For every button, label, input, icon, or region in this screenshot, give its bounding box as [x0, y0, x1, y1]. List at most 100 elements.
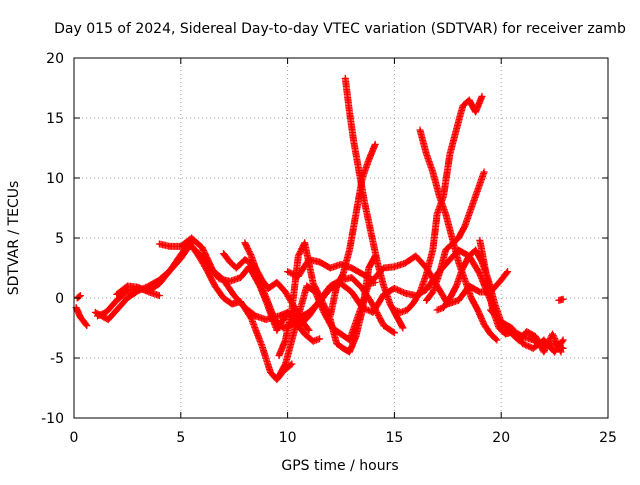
data-point: [94, 311, 97, 314]
data-point: [455, 128, 458, 132]
x-axis-label: GPS time / hours: [281, 458, 398, 474]
data-point: [339, 263, 343, 266]
data-point: [470, 296, 473, 300]
y-tick-label: 0: [55, 291, 64, 307]
data-point: [448, 296, 452, 300]
data-point: [286, 270, 289, 273]
data-point: [341, 272, 345, 276]
data-point: [399, 311, 403, 314]
data-point: [418, 128, 422, 132]
data-point: [474, 110, 477, 114]
series-sat-o: [341, 74, 407, 332]
data-point: [218, 277, 221, 280]
data-point: [239, 276, 242, 279]
data-point: [553, 350, 556, 354]
data-point: [301, 320, 304, 324]
data-point: [329, 314, 332, 318]
data-point: [275, 281, 279, 284]
data-point: [393, 287, 396, 290]
data-point: [260, 344, 264, 348]
data-point: [352, 140, 356, 144]
series-sat-p: [390, 92, 486, 316]
data-point: [363, 200, 366, 204]
data-point: [438, 272, 441, 276]
data-point: [273, 318, 276, 321]
data-point: [369, 230, 373, 234]
data-point: [290, 308, 294, 312]
data-point: [228, 260, 232, 264]
data-point: [190, 236, 193, 240]
data-point: [489, 308, 492, 312]
data-point: [74, 306, 78, 309]
data-point: [463, 224, 467, 228]
data-point: [354, 335, 358, 338]
data-point: [403, 262, 407, 265]
data-point: [106, 318, 110, 321]
data-point: [297, 254, 300, 258]
series-sat-e: [113, 282, 163, 300]
data-point: [388, 302, 392, 306]
data-point: [96, 314, 99, 318]
data-point: [406, 308, 409, 312]
data-point: [250, 254, 253, 258]
data-point: [222, 296, 225, 300]
data-point: [450, 242, 454, 246]
data-point: [335, 284, 338, 288]
data-point: [318, 337, 321, 340]
y-tick-label: 5: [55, 231, 64, 247]
y-tick-label: 10: [46, 171, 64, 187]
data-point: [425, 272, 428, 276]
data-point: [126, 296, 129, 300]
data-point: [269, 371, 272, 374]
series-sat-n: [326, 140, 379, 320]
data-point: [243, 241, 247, 244]
data-point: [348, 248, 351, 252]
data-point: [470, 206, 473, 210]
data-point: [444, 248, 447, 252]
data-point: [277, 354, 281, 357]
data-point: [115, 299, 118, 302]
data-point: [339, 332, 343, 336]
data-point: [284, 362, 287, 366]
data-point: [431, 290, 435, 294]
data-point: [344, 77, 347, 80]
data-point: [480, 95, 484, 98]
data-point: [307, 311, 311, 314]
data-point: [158, 282, 161, 285]
data-point: [418, 290, 422, 294]
data-point: [557, 299, 561, 302]
data-point: [115, 293, 118, 296]
data-marks: [555, 295, 567, 304]
data-point: [532, 347, 535, 350]
data-layer: [72, 74, 567, 384]
data-point: [284, 338, 287, 342]
series-sat-r: [422, 168, 488, 304]
data-point: [318, 260, 321, 264]
data-marks: [73, 292, 84, 302]
data-point: [450, 236, 454, 240]
data-point: [561, 298, 565, 301]
data-point: [373, 281, 377, 284]
data-point: [482, 170, 486, 174]
data-point: [395, 314, 398, 318]
data-point: [371, 311, 375, 314]
data-point: [312, 282, 315, 285]
series-sat-a: [72, 304, 91, 330]
data-point: [275, 378, 279, 381]
data-point: [431, 248, 435, 252]
data-point: [303, 332, 306, 336]
data-point: [482, 323, 486, 326]
data-point: [457, 260, 460, 264]
data-point: [297, 314, 300, 318]
x-tick-label: 20: [492, 430, 510, 446]
data-point: [461, 104, 464, 108]
chart-title: Day 015 of 2024, Sidereal Day-to-day VTE…: [54, 21, 626, 37]
data-point: [361, 272, 364, 276]
data-point: [350, 276, 353, 279]
data-point: [393, 331, 396, 334]
x-tick-label: 5: [176, 430, 185, 446]
data-point: [239, 300, 242, 303]
data-point: [534, 335, 537, 338]
series-sat-w: [555, 295, 567, 304]
